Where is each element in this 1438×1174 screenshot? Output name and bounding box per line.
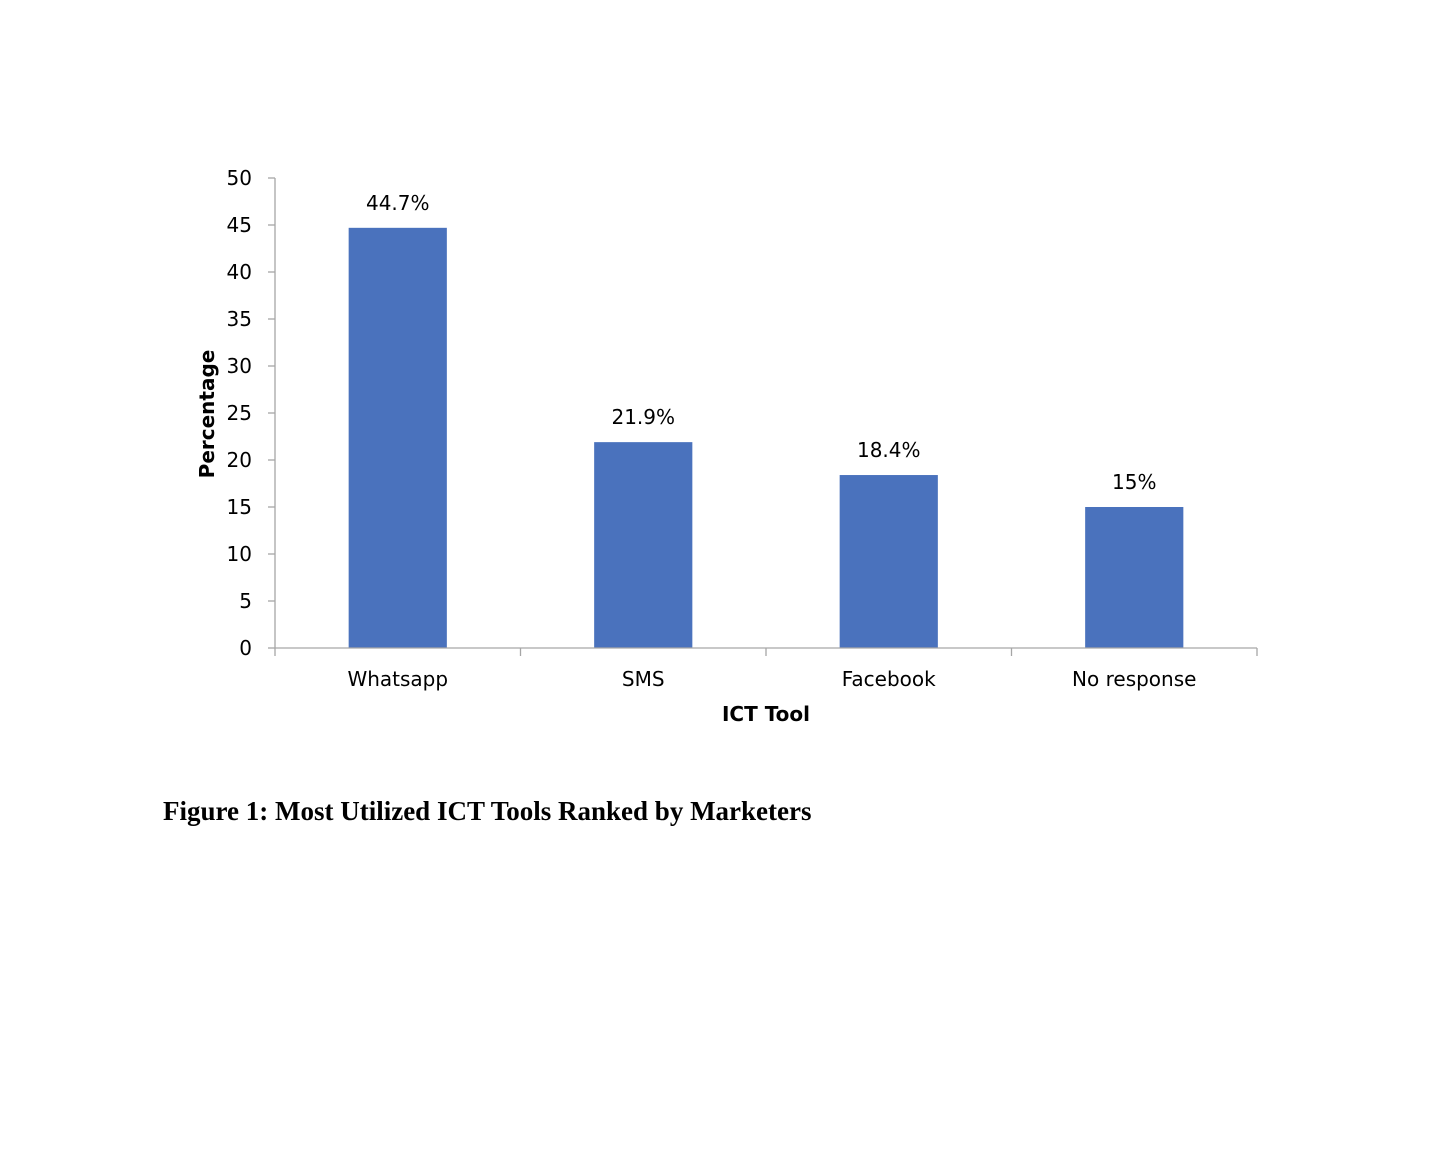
bar-sms [594, 442, 693, 648]
bars [348, 227, 1184, 648]
x-axis-title: ICT Tool [722, 702, 810, 726]
category-labels: Whatsapp SMS Facebook No response [347, 667, 1196, 691]
data-label: 44.7% [366, 191, 430, 215]
y-tick-label: 45 [227, 213, 252, 237]
y-tick-label: 50 [227, 166, 252, 190]
bar-facebook [839, 475, 938, 648]
data-label: 21.9% [611, 405, 675, 429]
category-label: No response [1072, 667, 1196, 691]
y-axis-ticks: 0 5 10 15 20 25 30 35 40 45 50 [227, 166, 275, 660]
y-axis-title: Percentage [195, 350, 219, 479]
y-tick-label: 5 [239, 589, 252, 613]
data-label: 18.4% [857, 438, 921, 462]
y-tick-label: 35 [227, 307, 252, 331]
x-axis-ticks [274, 648, 1258, 656]
category-label: SMS [622, 667, 665, 691]
bar-no-response [1085, 507, 1184, 648]
category-label: Whatsapp [347, 667, 448, 691]
bar-whatsapp [348, 227, 447, 648]
y-tick-label: 10 [227, 542, 252, 566]
y-tick-label: 15 [227, 495, 252, 519]
y-tick-label: 40 [227, 260, 252, 284]
data-labels: 44.7% 21.9% 18.4% 15% [366, 191, 1157, 494]
y-tick-label: 20 [227, 448, 252, 472]
y-tick-label: 0 [239, 636, 252, 660]
data-label: 15% [1112, 470, 1156, 494]
category-label: Facebook [842, 667, 936, 691]
y-tick-label: 30 [227, 354, 252, 378]
figure-caption: Figure 1: Most Utilized ICT Tools Ranked… [163, 796, 812, 826]
y-tick-label: 25 [227, 401, 252, 425]
